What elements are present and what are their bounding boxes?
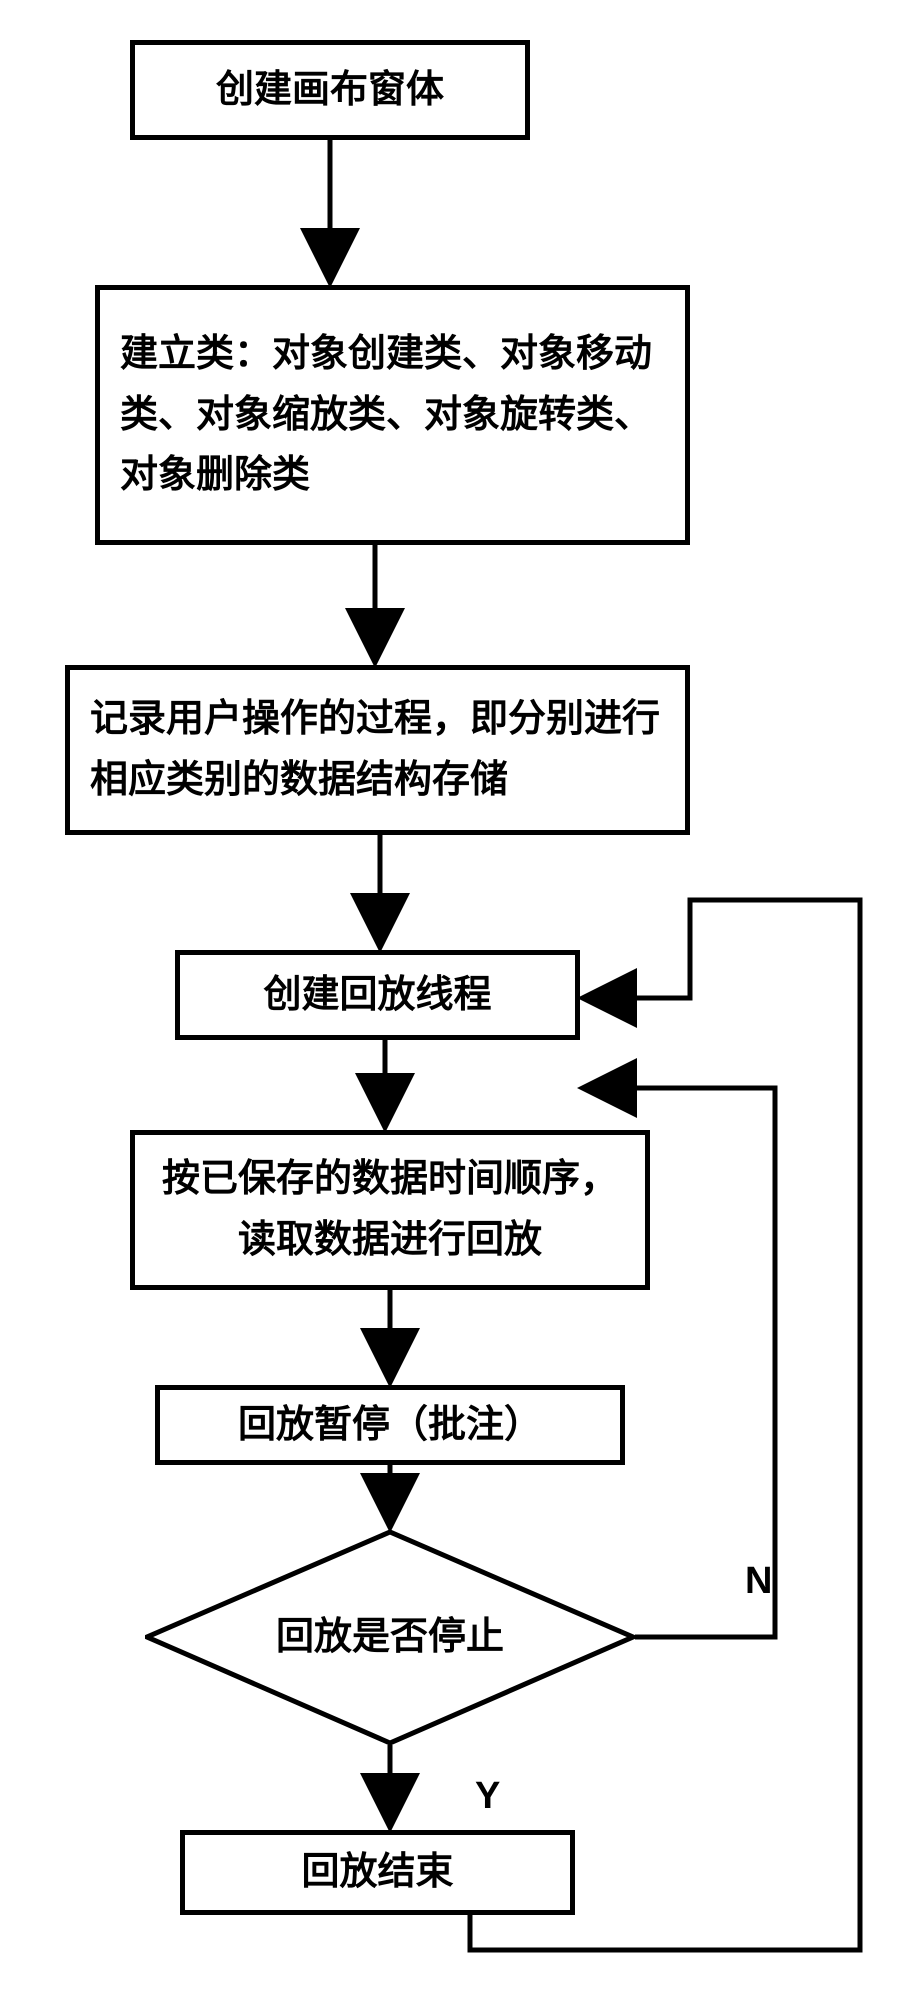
node-text: 建立类：对象创建类、对象移动类、对象缩放类、对象旋转类、对象删除类: [120, 324, 665, 506]
label-no: N: [745, 1560, 772, 1603]
flowchart-canvas: 创建画布窗体 建立类：对象创建类、对象移动类、对象缩放类、对象旋转类、对象删除类…: [0, 0, 913, 1989]
node-record-ops: 记录用户操作的过程，即分别进行相应类别的数据结构存储: [65, 665, 690, 835]
node-text: 记录用户操作的过程，即分别进行相应类别的数据结构存储: [90, 689, 665, 811]
node-text: 回放暂停（批注）: [238, 1395, 542, 1456]
node-text: 创建回放线程: [263, 965, 491, 1026]
node-decision-stop: 回放是否停止: [145, 1530, 635, 1745]
node-read-playback: 按已保存的数据时间顺序，读取数据进行回放: [130, 1130, 650, 1290]
node-pause: 回放暂停（批注）: [155, 1385, 625, 1465]
label-yes: Y: [475, 1775, 500, 1818]
node-text: 按已保存的数据时间顺序，读取数据进行回放: [155, 1149, 625, 1271]
node-text: 回放是否停止: [276, 1611, 504, 1664]
node-end: 回放结束: [180, 1830, 575, 1915]
node-build-classes: 建立类：对象创建类、对象移动类、对象缩放类、对象旋转类、对象删除类: [95, 285, 690, 545]
node-text: 回放结束: [301, 1842, 453, 1903]
node-text: 创建画布窗体: [216, 60, 444, 121]
node-create-canvas: 创建画布窗体: [130, 40, 530, 140]
node-create-thread: 创建回放线程: [175, 950, 580, 1040]
